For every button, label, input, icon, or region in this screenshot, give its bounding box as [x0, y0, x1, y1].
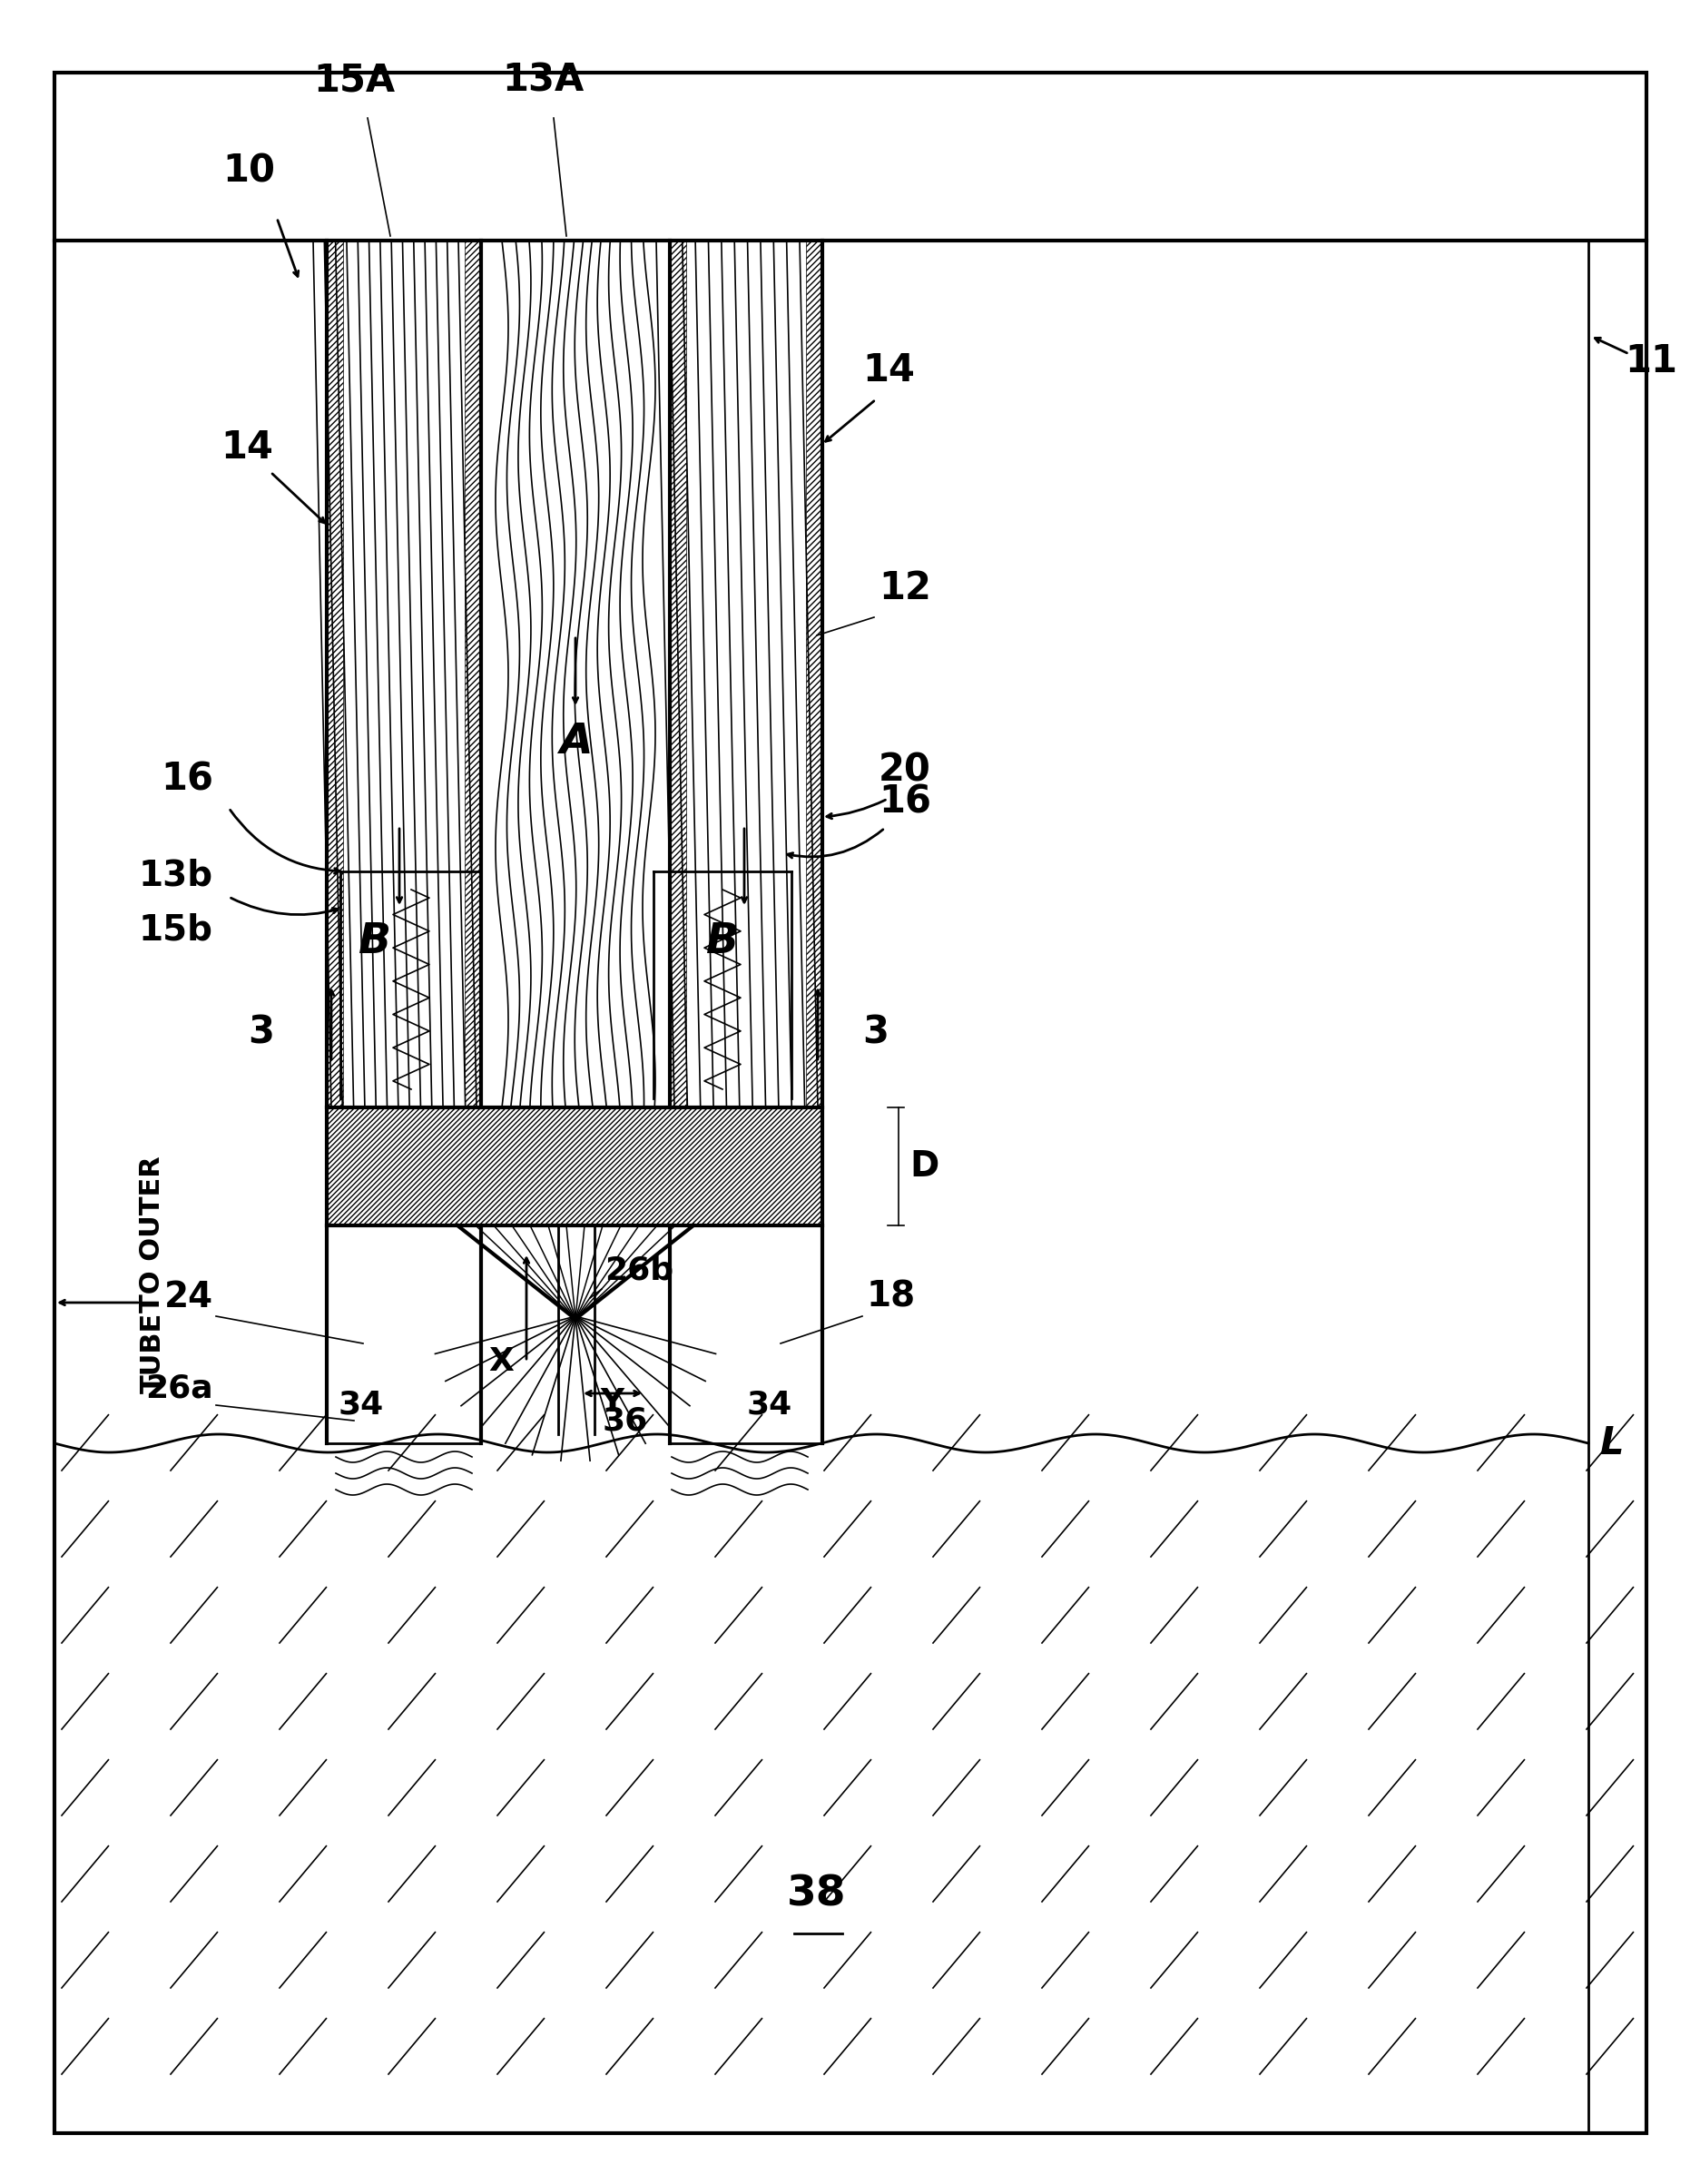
Bar: [806, 240, 821, 1107]
Text: L: L: [1598, 1424, 1622, 1463]
Bar: [326, 1107, 821, 1225]
Text: B: B: [706, 922, 738, 963]
Text: TO OUTER: TO OUTER: [139, 1155, 165, 1313]
Bar: [326, 1107, 821, 1225]
Text: 13A: 13A: [501, 61, 583, 98]
Text: 34: 34: [746, 1389, 792, 1420]
Text: 16: 16: [879, 782, 930, 821]
Text: X: X: [488, 1345, 513, 1378]
Text: 15b: 15b: [139, 913, 212, 946]
Text: TUBE: TUBE: [139, 1313, 165, 1393]
Text: 14: 14: [862, 352, 915, 389]
Text: 10: 10: [223, 151, 275, 190]
Bar: [326, 240, 343, 1107]
Bar: [464, 240, 481, 1107]
Text: 3: 3: [862, 1013, 887, 1053]
Text: 38: 38: [787, 1874, 847, 1915]
Text: 15A: 15A: [313, 61, 394, 98]
Text: D: D: [910, 1149, 938, 1184]
Text: 18: 18: [867, 1280, 915, 1315]
Text: 16: 16: [160, 760, 212, 797]
Text: A: A: [559, 721, 592, 762]
Text: Y: Y: [600, 1387, 624, 1417]
Text: 26b: 26b: [604, 1256, 673, 1286]
Text: B: B: [359, 922, 391, 963]
Text: 34: 34: [338, 1389, 384, 1420]
Text: 36: 36: [602, 1404, 648, 1437]
Text: 12: 12: [879, 570, 930, 607]
Bar: [670, 240, 685, 1107]
Text: 13b: 13b: [139, 858, 212, 893]
Text: 26a: 26a: [146, 1374, 212, 1404]
Text: 20: 20: [879, 751, 930, 788]
Text: 3: 3: [248, 1013, 274, 1053]
Text: 14: 14: [221, 428, 274, 467]
Text: 11: 11: [1624, 343, 1676, 380]
Text: 24: 24: [165, 1280, 212, 1315]
